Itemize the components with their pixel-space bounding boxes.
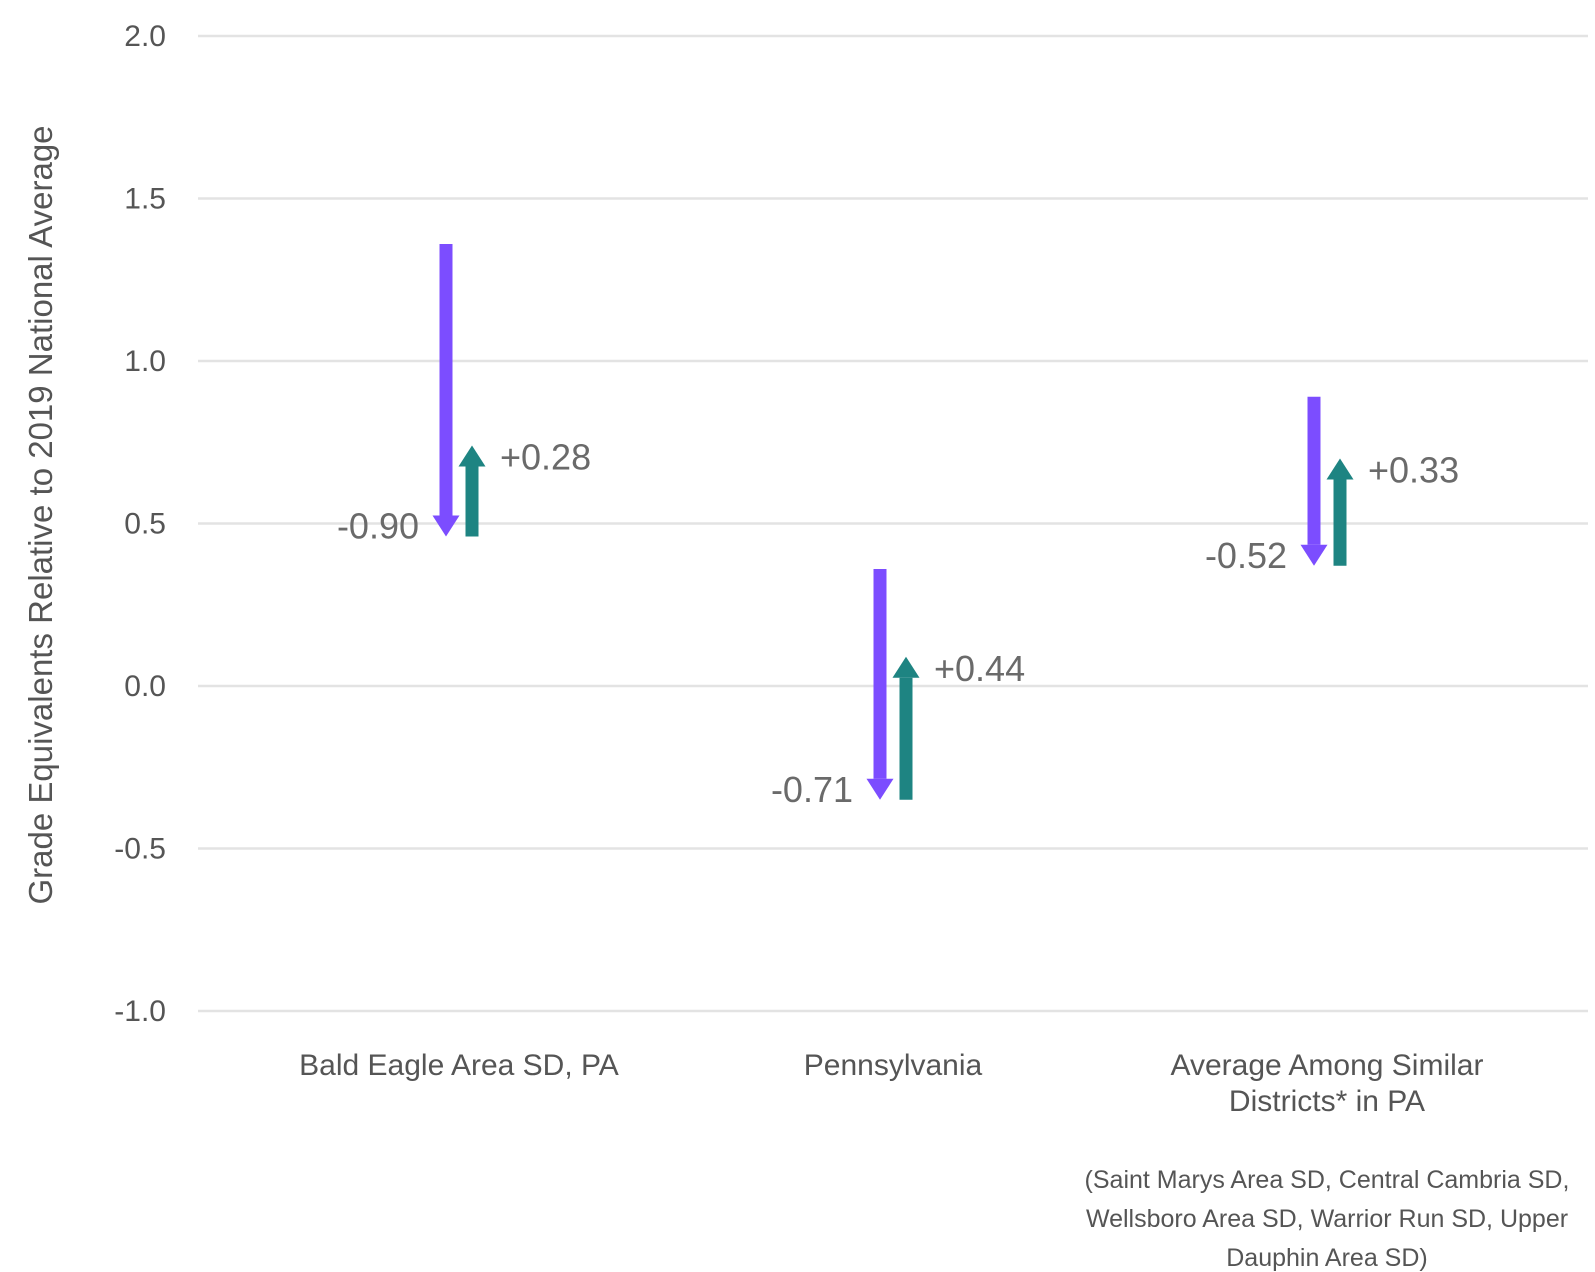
recovery-value-label: +0.33 (1368, 450, 1459, 491)
category-group: -0.90 +0.28 (337, 244, 591, 547)
y-tick-label: -0.5 (114, 833, 166, 866)
x-category-label: Bald Eagle Area SD, PA (299, 1049, 619, 1082)
decline-arrow-shaft (873, 569, 887, 779)
y-tick-label: 1.0 (124, 345, 166, 378)
recovery-arrow-shaft (465, 466, 479, 537)
decline-arrow-shaft (1307, 396, 1321, 545)
recovery-arrow-shaft (1333, 479, 1347, 566)
recovery-arrow-head (892, 656, 920, 678)
y-axis-title: Grade Equivalents Relative to 2019 Natio… (22, 125, 59, 904)
decline-arrow-head (432, 515, 460, 537)
y-tick-label: -1.0 (114, 995, 166, 1028)
category-note-line: (Saint Marys Area SD, Central Cambria SD… (1085, 1166, 1570, 1194)
gridlines (198, 34, 1588, 1013)
category-group: -0.52 +0.33 (1205, 396, 1459, 576)
arrow-marks: -0.90 +0.28 -0.71 +0.44 -0.52 +0.33 (337, 244, 1459, 810)
x-category-label: Average Among Similar (1171, 1049, 1484, 1082)
recovery-value-label: +0.28 (500, 437, 591, 478)
y-tick-label: 2.0 (124, 20, 166, 53)
decline-arrow-shaft (439, 244, 453, 516)
decline-value-label: -0.52 (1205, 535, 1287, 576)
category-note-line: Wellsboro Area SD, Warrior Run SD, Upper (1086, 1205, 1568, 1233)
y-tick-label: 0.0 (124, 670, 166, 703)
category-note-line: Dauphin Area SD) (1226, 1244, 1428, 1272)
recovery-arrow-shaft (899, 677, 913, 800)
decline-value-label: -0.71 (771, 769, 853, 810)
x-category-label: Districts* in PA (1229, 1085, 1425, 1118)
decline-value-label: -0.90 (337, 506, 419, 547)
y-axis-ticks: 2.0 1.5 1.0 0.5 0.0 -0.5 -1.0 (114, 20, 166, 1028)
decline-arrow-head (866, 778, 894, 800)
recovery-arrow-head (1326, 458, 1354, 480)
recovery-arrow-head (458, 445, 486, 467)
category-labels: Bald Eagle Area SD, PA Pennsylvania Averag… (299, 1049, 1569, 1272)
x-category-label: Pennsylvania (804, 1049, 983, 1082)
y-tick-label: 0.5 (124, 508, 166, 541)
category-group: -0.71 +0.44 (771, 569, 1025, 810)
decline-arrow-head (1300, 544, 1328, 566)
y-tick-label: 1.5 (124, 183, 166, 216)
recovery-value-label: +0.44 (934, 648, 1025, 689)
